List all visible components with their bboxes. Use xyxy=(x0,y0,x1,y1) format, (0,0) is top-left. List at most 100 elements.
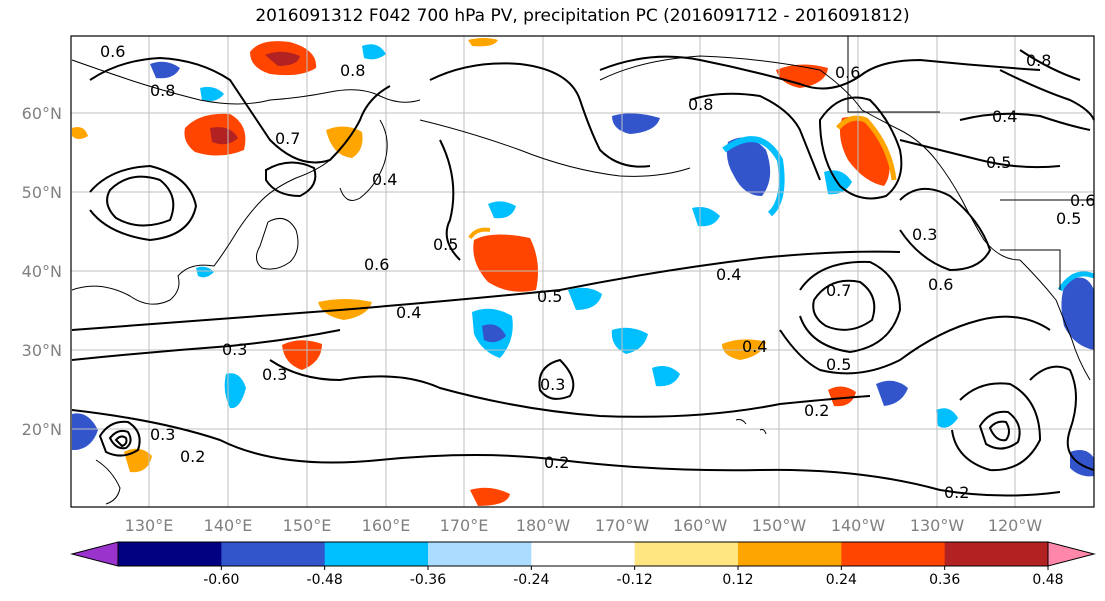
latitude-axis: 60°N 50°N 40°N 30°N 20°N xyxy=(22,104,62,439)
precip-negative-region xyxy=(568,287,602,310)
colorbar-tick-label: -0.48 xyxy=(307,572,343,588)
colorbar-max-extension xyxy=(1047,541,1096,567)
latitude-label: 60°N xyxy=(22,104,62,123)
contour-label: 0.2 xyxy=(180,447,205,466)
precip-negative-region xyxy=(1061,277,1094,350)
pv-contour xyxy=(439,139,461,261)
contour-label: 0.5 xyxy=(826,355,851,374)
precip-positive-region xyxy=(470,487,510,506)
contour-label: 0.5 xyxy=(986,153,1011,172)
contour-label: 0.4 xyxy=(992,107,1017,126)
precip-positive-core xyxy=(265,51,300,66)
contour-label: 0.3 xyxy=(262,365,287,384)
longitude-label: 170°W xyxy=(595,516,650,535)
pv-contour xyxy=(108,429,132,450)
colorbar: -0.60 -0.48 -0.36 -0.24 -0.12 0.12 0.24 0.36 0.4… xyxy=(70,541,1096,588)
map-border xyxy=(70,35,1095,508)
precip-positive-region xyxy=(282,340,322,370)
canada-border xyxy=(847,36,1094,290)
contour-label: 0.2 xyxy=(944,483,969,502)
pv-contour xyxy=(98,420,141,457)
contour-label: 0.3 xyxy=(540,375,565,394)
pv-contour xyxy=(999,69,1095,121)
precip-positive-region xyxy=(776,64,828,88)
precip-positive-halo xyxy=(836,115,897,181)
colorbar-tick-label: 0.24 xyxy=(826,572,857,588)
contour-label: 0.8 xyxy=(1026,51,1051,70)
colorbar-segment xyxy=(634,542,739,566)
precip-negative-region xyxy=(224,373,246,409)
contour-label: 0.4 xyxy=(372,170,397,189)
philippines-coastline xyxy=(95,459,121,505)
colorbar-tick-labels: -0.60 -0.48 -0.36 -0.24 -0.12 0.12 0.24 0.36 0.4… xyxy=(203,566,1064,588)
asia-north-coastline xyxy=(71,59,421,105)
contour-label: 0.5 xyxy=(537,287,562,306)
contour-label: 0.7 xyxy=(275,129,300,148)
coastlines xyxy=(71,36,1094,505)
precip-negative-core xyxy=(482,324,506,343)
contour-label: 0.8 xyxy=(340,61,365,80)
precip-positive-region xyxy=(473,234,538,292)
longitude-label: 130°E xyxy=(125,516,174,535)
contour-label: 0.3 xyxy=(912,225,937,244)
contour-label: 0.3 xyxy=(222,340,247,359)
colorbar-segment xyxy=(944,542,1049,566)
contour-label: 0.4 xyxy=(716,265,741,284)
longitude-label: 180°W xyxy=(516,516,571,535)
pv-contour xyxy=(978,410,1021,450)
pv-contour xyxy=(951,382,1042,472)
pv-contour xyxy=(899,139,1061,169)
latitude-label: 20°N xyxy=(22,420,62,439)
pv-contour xyxy=(899,188,992,272)
contour-label: 0.7 xyxy=(826,281,851,300)
colorbar-tick-label: -0.12 xyxy=(617,572,653,588)
precip-negative-region xyxy=(726,137,771,196)
precip-negative-region xyxy=(150,61,180,79)
colorbar-tick-label: -0.24 xyxy=(513,572,549,588)
kamchatka-coastline xyxy=(339,119,388,201)
longitude-label: 130°W xyxy=(910,516,965,535)
colorbar-segment xyxy=(324,542,429,566)
latitude-label: 30°N xyxy=(22,341,62,360)
longitude-axis: 130°E 140°E 150°E 160°E 170°E 180°W 170°… xyxy=(125,516,1043,535)
pv-contour xyxy=(429,62,651,168)
colorbar-segment xyxy=(531,542,636,566)
longitude-label: 160°W xyxy=(673,516,728,535)
pv-contour xyxy=(269,359,871,418)
aleutian-coastline xyxy=(419,119,691,177)
graticule xyxy=(71,36,1094,507)
precip-negative-region xyxy=(652,366,680,387)
contour-label: 0.4 xyxy=(396,303,421,322)
precip-positive-region xyxy=(828,386,856,407)
precip-positive-region xyxy=(124,448,152,473)
pv-contour xyxy=(71,329,341,361)
pv-contour xyxy=(959,112,1091,131)
colorbar-segment xyxy=(118,542,222,566)
colorbar-segments xyxy=(117,541,1049,567)
contour-label-layer: 0.6 0.8 0.7 0.4 0.5 0.6 0.4 0.5 0.3 0.3 … xyxy=(100,42,1095,502)
pv-contour xyxy=(89,164,198,242)
precip-positive-region xyxy=(72,127,88,139)
precip-positive-region xyxy=(468,38,498,47)
precip-positive-core xyxy=(210,127,238,145)
colorbar-segment xyxy=(428,542,532,566)
contour-label: 0.4 xyxy=(742,337,767,356)
colorbar-tick-label: 0.12 xyxy=(722,572,753,588)
precip-negative-region xyxy=(488,201,516,219)
precip-negative-region xyxy=(611,327,648,354)
contour-label: 0.3 xyxy=(150,425,175,444)
precip-negative-halo xyxy=(722,136,785,217)
precip-positive-halo xyxy=(468,227,491,240)
hawaii-coastline xyxy=(735,419,767,435)
japan-coastline xyxy=(256,217,299,270)
longitude-label: 160°E xyxy=(362,516,411,535)
precip-negative-region xyxy=(612,113,660,134)
contour-label: 0.6 xyxy=(100,42,125,61)
precip-negative-halo xyxy=(1057,271,1095,292)
contour-label: 0.8 xyxy=(150,81,175,100)
contour-label: 0.6 xyxy=(1070,191,1095,210)
precip-negative-region xyxy=(692,207,720,227)
pv-contour xyxy=(988,420,1010,442)
pv-contour xyxy=(1019,49,1081,81)
precip-negative-region xyxy=(1070,450,1094,477)
